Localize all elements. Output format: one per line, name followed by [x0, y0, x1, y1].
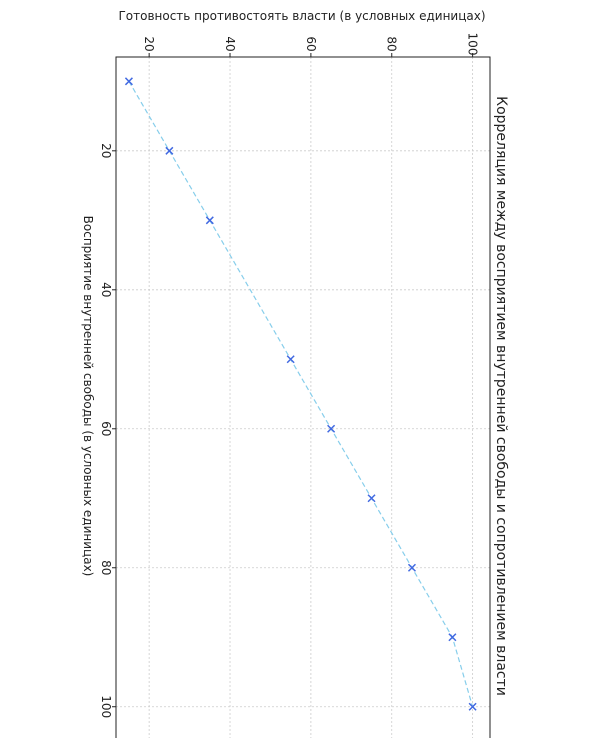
- y-tick-label: 100: [466, 33, 480, 56]
- data-point: [286, 355, 295, 364]
- axis-frame: [115, 56, 491, 738]
- data-point: [367, 494, 376, 503]
- x-tick-label: 80: [99, 560, 113, 575]
- data-point: [327, 424, 336, 433]
- y-tick-label: 40: [223, 36, 237, 51]
- x-tick-label: 100: [99, 695, 113, 718]
- data-point: [205, 216, 214, 225]
- ticks: 20 40 60 80 100 20 40 60 80 100: [99, 33, 480, 719]
- data-point: [124, 77, 133, 86]
- grid: [116, 57, 490, 738]
- chart-title: Корреляция между восприятием внутренней …: [493, 96, 509, 696]
- data-point: [468, 702, 477, 711]
- x-tick-label: 20: [99, 143, 113, 158]
- x-tick-label: 40: [99, 282, 113, 297]
- y-tick-label: 60: [304, 36, 318, 51]
- y-tick-label: 80: [385, 36, 399, 51]
- series-line: [128, 81, 474, 707]
- x-tick-label: 60: [99, 421, 113, 436]
- data-points: [124, 77, 477, 711]
- data-point: [165, 146, 174, 155]
- data-point: [407, 563, 416, 572]
- data-point: [448, 633, 457, 642]
- y-axis-label: Готовность противостоять власти (в услов…: [118, 9, 485, 23]
- x-axis-label: Восприятие внутренней свободы (в условны…: [81, 216, 95, 577]
- y-tick-label: 20: [142, 36, 156, 51]
